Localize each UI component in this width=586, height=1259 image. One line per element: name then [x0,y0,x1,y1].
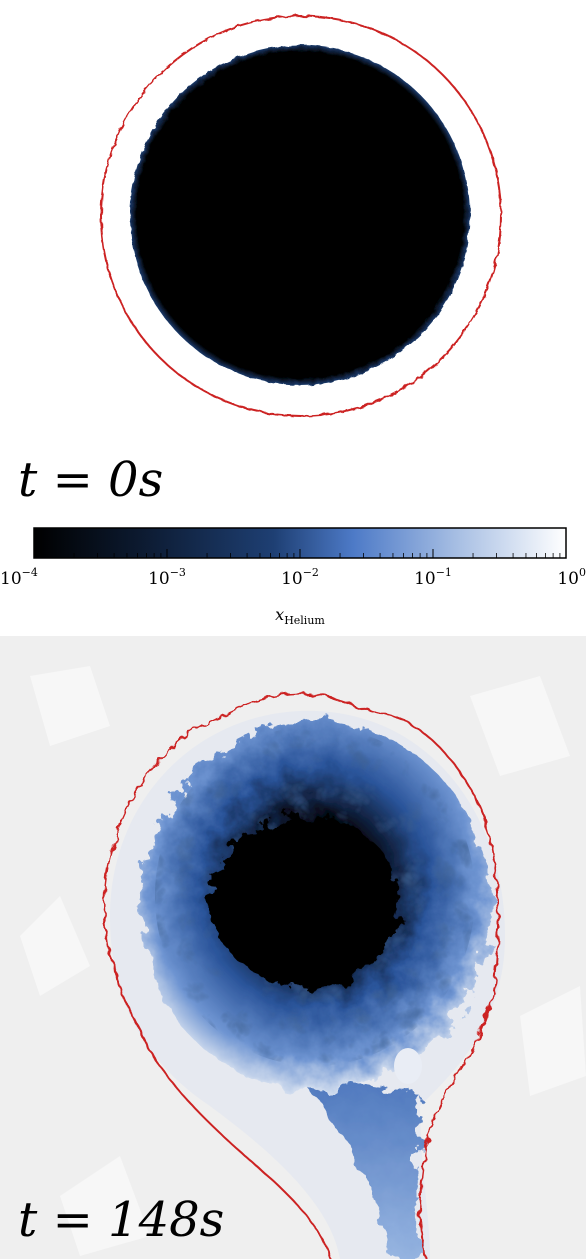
colorbar-tick-label: 100 [557,566,586,589]
bright-spot [394,1048,422,1084]
colorbar-tick-label: 10−2 [281,566,319,589]
tail-streak [300,1076,420,1259]
colorbar-tick-labels: 10−4 10−3 10−2 10−1 100 [0,566,586,589]
colorbar-ticks [33,549,567,558]
colorbar-tick-label: 10−1 [414,566,452,589]
colorbar: 10−4 10−3 10−2 10−1 100 xHelium [0,527,586,627]
colorbar-tick-label: 10−4 [0,566,38,589]
time-label-t0: t = 0s [18,452,164,508]
colorbar-tick-label: 10−3 [148,566,186,589]
helium-poor-core [130,45,470,385]
helium-poor-core [210,816,400,986]
time-label-t148: t = 148s [18,1192,225,1248]
ambient-texture [20,666,586,1256]
colorbar-axis-label: xHelium [275,605,325,627]
snapshot-t148 [0,636,586,1259]
snapshot-t0 [100,15,502,417]
contour-boundary [100,15,502,417]
contour-boundary [103,692,499,1259]
